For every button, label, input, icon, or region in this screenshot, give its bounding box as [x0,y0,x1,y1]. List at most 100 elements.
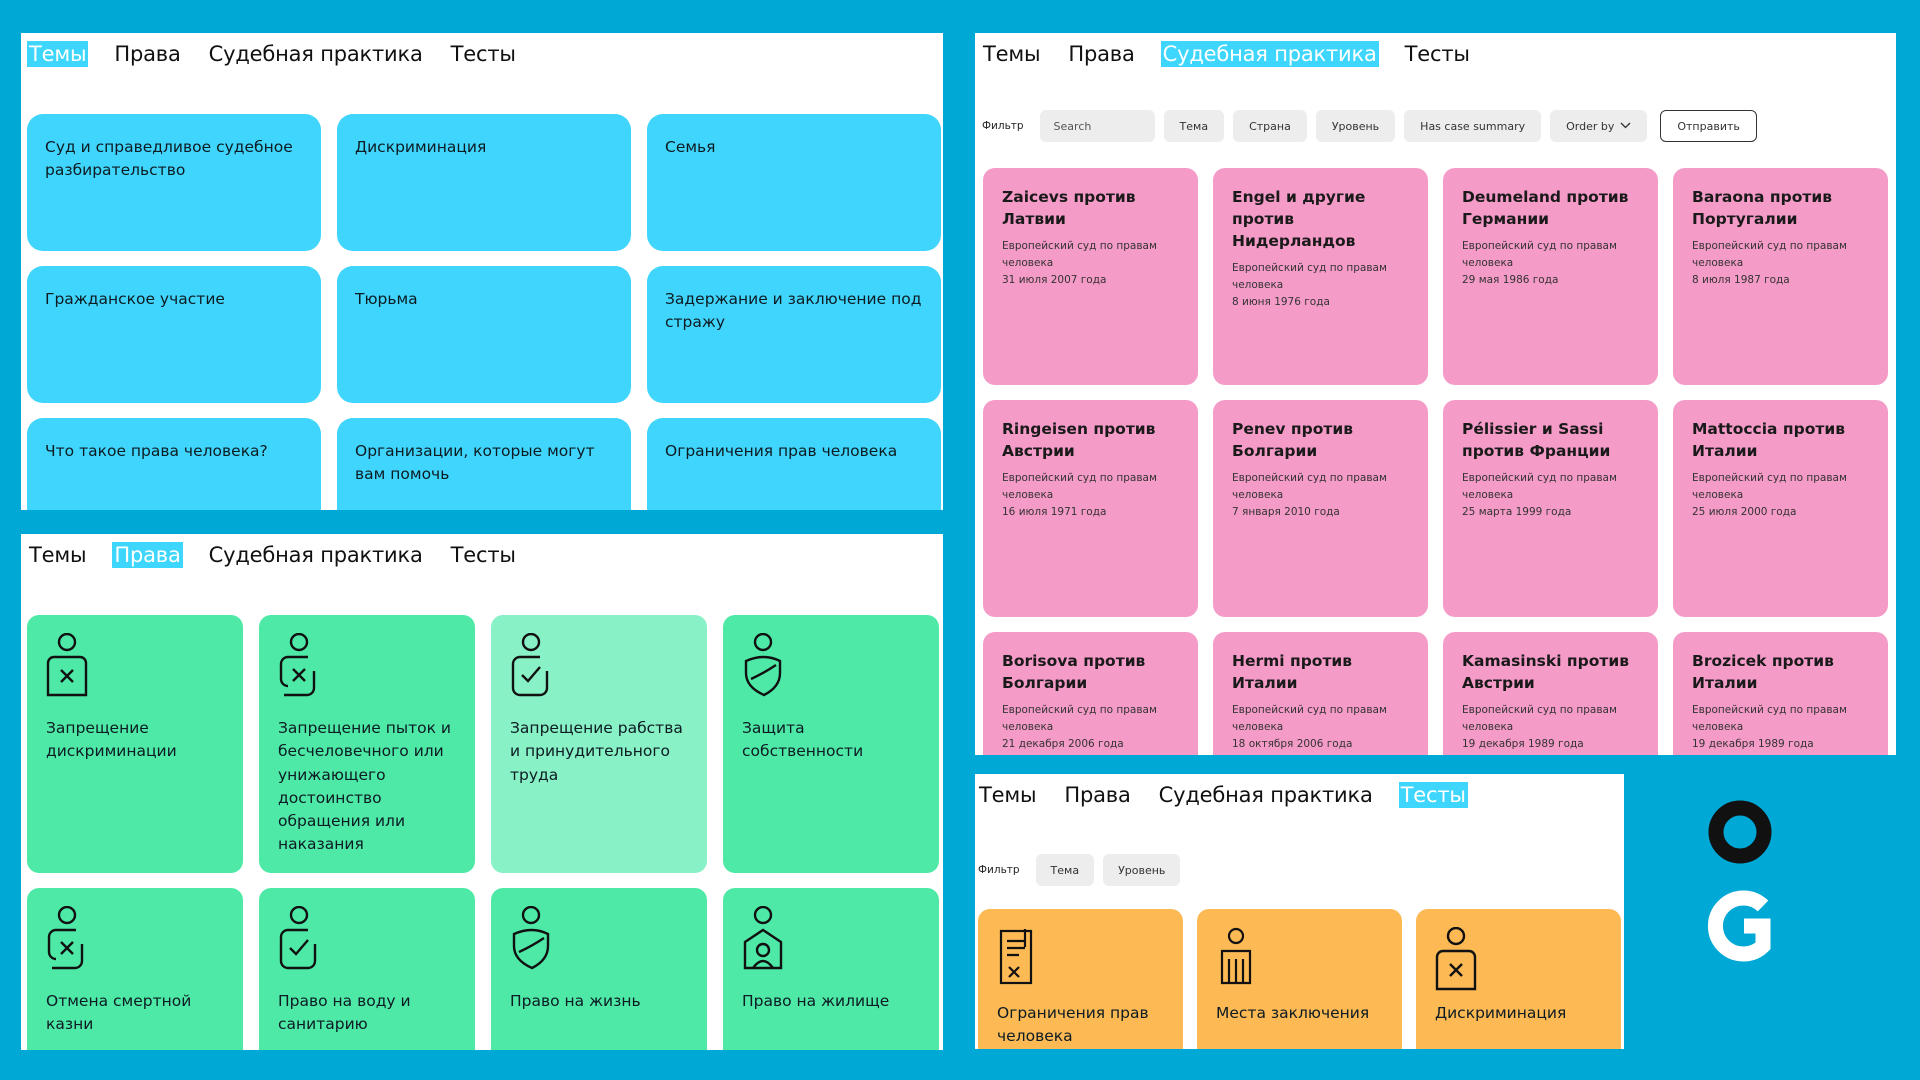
filter-label: Фильтр [982,120,1024,132]
case-name: Pélissier и Sassi против Франции [1462,420,1611,460]
right-card-label: Отмена смертной казни [46,992,192,1034]
case-card[interactable]: Pélissier и Sassi против Франции Европейс… [1443,400,1658,617]
case-card[interactable]: Borisova против Болгарии Европейский суд … [983,632,1198,755]
nav-bar: Темы Права Судебная практика Тесты [981,39,1496,69]
nav-topics[interactable]: Темы [29,543,87,567]
case-date: 25 июля 2000 года [1692,506,1797,518]
topic-card[interactable]: Семья [647,114,941,251]
right-card[interactable]: Право на воду и санитарию [259,888,475,1050]
filter-level-button[interactable]: Уровень [1315,110,1396,142]
right-card-label: Запрещение рабства и принудительного тру… [510,719,683,784]
person-check-icon [510,632,688,705]
case-name: Ringeisen против Австрии [1002,420,1156,460]
nav-rights[interactable]: Права [1068,42,1135,66]
right-card-label: Право на жилище [742,992,890,1010]
case-court: Европейский суд по правам человека [1232,472,1387,501]
order-by-label: Order by [1566,119,1615,133]
test-card[interactable]: Ограничения прав человека [978,909,1183,1049]
case-card[interactable]: Zaicevs против Латвии Европейский суд по … [983,168,1198,385]
case-date: 25 марта 1999 года [1462,506,1572,518]
topic-card-label: Тюрьма [355,290,418,308]
nav-rights[interactable]: Права [1064,783,1131,807]
case-name: Kamasinski против Австрии [1462,652,1630,692]
person-shield-icon [742,632,920,705]
brand-logo [1700,796,1780,986]
nav-tests[interactable]: Тесты [1398,782,1468,808]
prisoner-icon [1216,927,1383,987]
topic-card[interactable]: Ограничения прав человека [647,418,941,510]
person-x-side-icon [46,905,224,978]
nav-rights[interactable]: Права [112,542,183,568]
person-x-icon [46,632,224,705]
nav-tests[interactable]: Тесты [450,42,516,66]
topic-card[interactable]: Тюрьма [337,266,631,403]
case-card[interactable]: Hermi против Италии Европейский суд по пр… [1213,632,1428,755]
test-card[interactable]: Места заключения [1197,909,1402,1049]
case-filter-bar: Фильтр Search Тема Страна Уровень Has ca… [982,110,1766,142]
case-court: Европейский суд по правам человека [1692,472,1847,501]
topic-card-label: Задержание и заключение под стражу [665,290,922,331]
case-date: 19 декабря 1989 года [1692,738,1814,750]
nav-rights[interactable]: Права [114,42,181,66]
filter-level-button[interactable]: Уровень [1103,854,1181,886]
topic-card-label: Ограничения прав человека [665,442,898,460]
filter-case-summary-button[interactable]: Has case summary [1404,110,1542,142]
nav-case-law[interactable]: Судебная практика [208,42,423,66]
cases-grid: Zaicevs против Латвии Европейский суд по … [983,168,1888,755]
test-card-label: Дискриминация [1435,1004,1567,1022]
topic-card[interactable]: Суд и справедливое судебное разбирательс… [27,114,321,251]
nav-topics[interactable]: Темы [27,41,89,67]
topic-card[interactable]: Задержание и заключение под стражу [647,266,941,403]
person-x-side-icon [278,632,456,705]
submit-button[interactable]: Отправить [1660,110,1757,142]
case-name: Deumeland против Германии [1462,188,1629,228]
case-date: 29 мая 1986 года [1462,274,1559,286]
case-court: Европейский суд по правам человека [1232,262,1387,291]
case-card[interactable]: Deumeland против Германии Европейский суд… [1443,168,1658,385]
right-card[interactable]: Запрещение рабства и принудительного тру… [491,615,707,873]
right-card[interactable]: Запрещение пыток и бесчеловечного или ун… [259,615,475,873]
nav-case-law[interactable]: Судебная практика [1158,783,1373,807]
right-card[interactable]: Право на жизнь [491,888,707,1050]
case-card[interactable]: Kamasinski против Австрии Европейский суд… [1443,632,1658,755]
topic-card[interactable]: Гражданское участие [27,266,321,403]
case-card[interactable]: Brozicek против Италии Европейский суд по… [1673,632,1888,755]
filter-topic-button[interactable]: Тема [1035,854,1095,886]
nav-topics[interactable]: Темы [979,783,1037,807]
search-input[interactable]: Search [1039,110,1155,142]
tests-filter-bar: Фильтр Тема Уровень [978,854,1189,886]
case-card[interactable]: Engel и другие против Нидерландов Европей… [1213,168,1428,385]
topic-card-label: Семья [665,138,716,156]
case-card[interactable]: Mattoccia против Италии Европейский суд п… [1673,400,1888,617]
nav-tests[interactable]: Тесты [450,543,516,567]
right-card-label: Защита собственности [742,719,864,761]
topic-card[interactable]: Дискриминация [337,114,631,251]
test-card-label: Ограничения прав человека [997,1004,1149,1045]
filter-topic-button[interactable]: Тема [1163,110,1225,142]
test-card[interactable]: Дискриминация [1416,909,1621,1049]
order-by-dropdown[interactable]: Order by [1550,110,1648,142]
right-card[interactable]: Запрещение дискриминации [27,615,243,873]
case-court: Европейский суд по правам человека [1692,240,1847,269]
topic-card-label: Организации, которые могут вам помочь [355,442,595,483]
topic-card[interactable]: Организации, которые могут вам помочь [337,418,631,510]
nav-case-law[interactable]: Судебная практика [1160,41,1379,67]
case-card[interactable]: Penev против Болгарии Европейский суд по … [1213,400,1428,617]
case-card[interactable]: Ringeisen против Австрии Европейский суд … [983,400,1198,617]
right-card[interactable]: Право на жилище [723,888,939,1050]
case-court: Европейский суд по правам человека [1462,240,1617,269]
nav-case-law[interactable]: Судебная практика [208,543,423,567]
right-card[interactable]: Защита собственности [723,615,939,873]
case-card[interactable]: Baraona против Португалии Европейский суд… [1673,168,1888,385]
nav-tests[interactable]: Тесты [1404,42,1470,66]
filter-country-button[interactable]: Страна [1233,110,1307,142]
right-card[interactable]: Отмена смертной казни [27,888,243,1050]
nav-topics[interactable]: Темы [983,42,1041,66]
case-date: 8 июля 1987 года [1692,274,1790,286]
case-name: Baraona против Португалии [1692,188,1833,228]
topic-card[interactable]: Что такое права человека? [27,418,321,510]
case-court: Европейский суд по правам человека [1002,472,1157,501]
case-law-panel: Темы Права Судебная практика Тесты Фильт… [975,33,1896,755]
topics-panel: Темы Права Судебная практика Тесты Суд и… [21,33,943,510]
case-date: 7 января 2010 года [1232,506,1340,518]
